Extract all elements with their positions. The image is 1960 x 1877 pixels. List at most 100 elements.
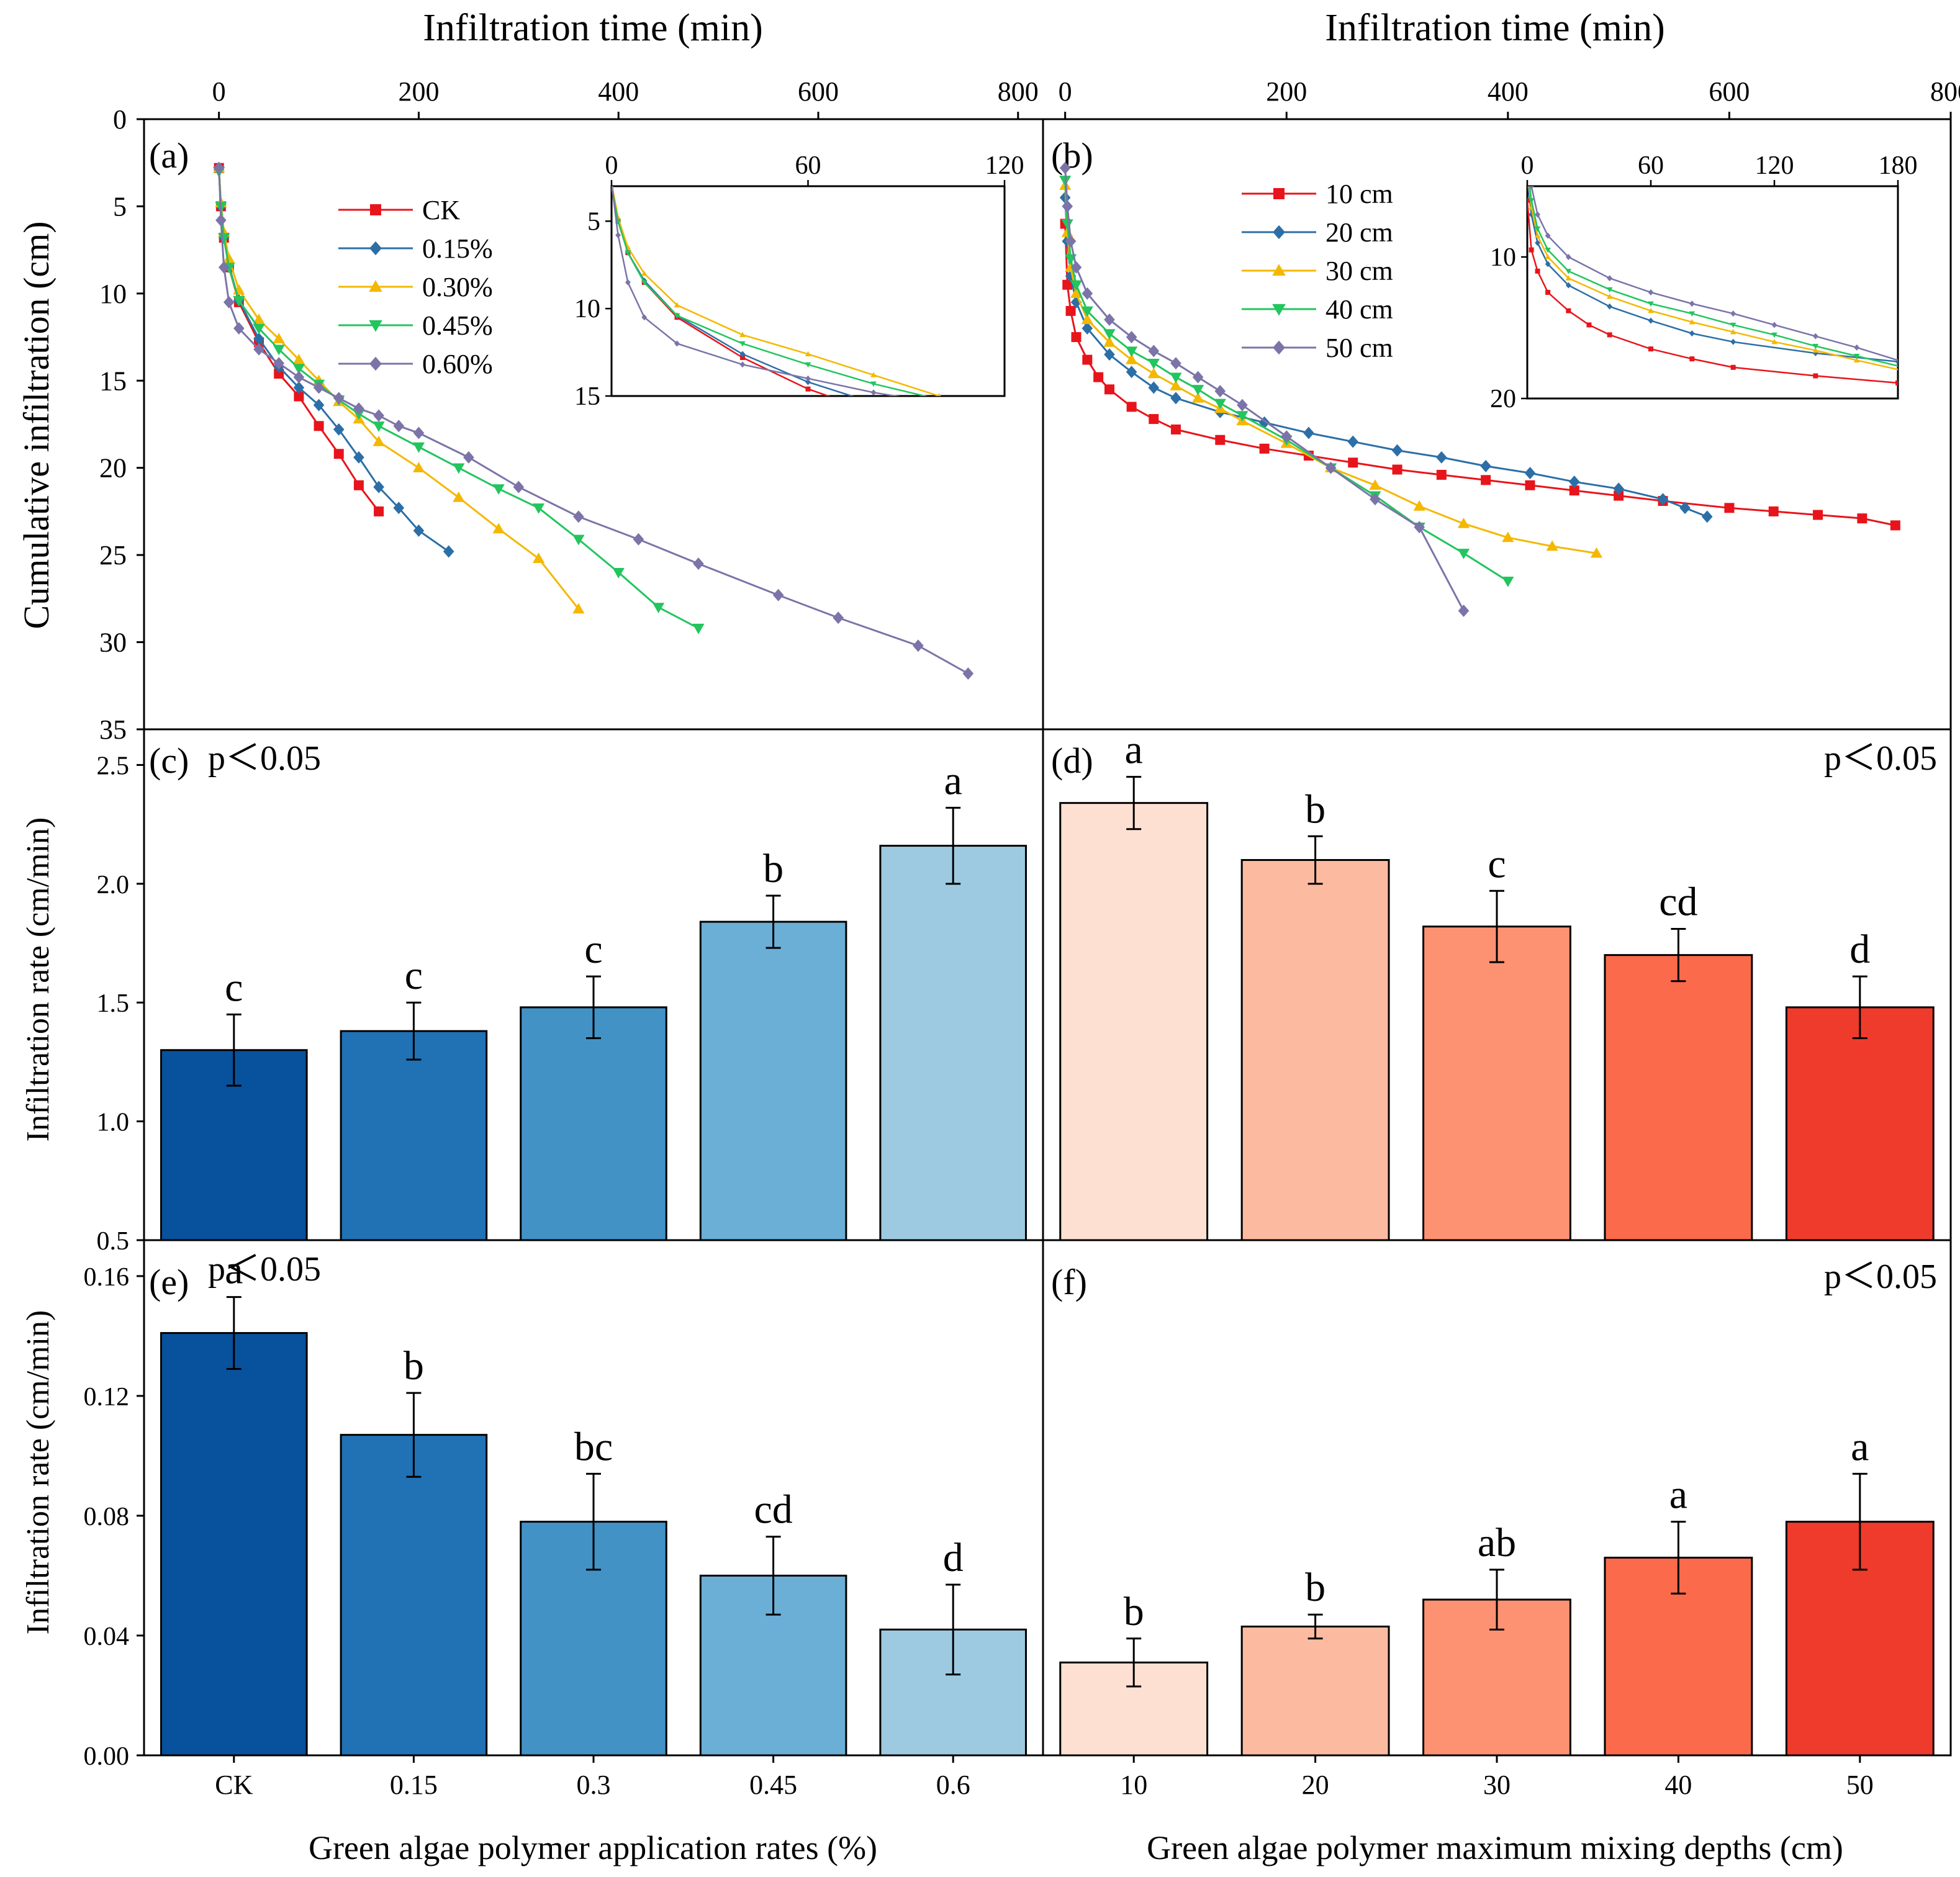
series-point-b <box>1082 354 1093 365</box>
series-point-a <box>213 161 225 174</box>
series-point-a <box>443 545 454 558</box>
series-point-a <box>962 667 974 680</box>
series-point-a <box>233 322 245 335</box>
panel-e: 0.00 0.04 0.08 0.12 0.16 a CK b 0.15 bc 0.3 cd 0.45 d… <box>84 1248 1027 1800</box>
inset-series-point-a <box>625 250 631 256</box>
sig-letter-f: a <box>1851 1424 1869 1469</box>
series-point-b <box>1149 414 1159 425</box>
inset-y-tick-label-b: 20 <box>1490 385 1516 413</box>
inset-series-point-a <box>1001 414 1008 419</box>
x-tick-label-f: 10 <box>1120 1770 1147 1800</box>
series-point-b <box>1458 605 1470 618</box>
series-point-b <box>1170 357 1181 370</box>
series-point-a <box>463 451 474 464</box>
series-point-b <box>1170 424 1181 434</box>
inset-series-point-a <box>1002 442 1008 448</box>
inset-series-point-b <box>1566 308 1571 313</box>
series-point-a <box>492 523 505 534</box>
series-point-b <box>1126 331 1137 344</box>
inset-series-point-a <box>1132 454 1139 459</box>
x-tick-label-f: 40 <box>1664 1770 1692 1800</box>
inset-series-point-b <box>1936 370 1942 376</box>
series-point-a <box>333 449 344 459</box>
inset-series-point-a <box>1362 564 1368 570</box>
inset-series-point-b <box>1853 354 1860 359</box>
panel-a: 0 200 400 600 80005101520253035CK0.15%0.30%0… <box>99 76 1925 745</box>
inset-x-tick-label-b: 120 <box>1755 151 1794 180</box>
inset-series-point-a <box>1787 553 1794 558</box>
series-point-a <box>274 369 284 379</box>
inset-series-line-b <box>1529 186 1898 367</box>
series-point-b <box>1546 540 1558 551</box>
y-tick-label-a: 15 <box>99 366 127 396</box>
series-point-b <box>1070 261 1082 274</box>
panel-label-c: (c) <box>149 740 189 781</box>
legend-marker-a <box>369 356 382 371</box>
x-tick-label-e: 0.15 <box>390 1770 438 1800</box>
inset-series-point-b <box>1812 347 1819 353</box>
series-point-a <box>373 480 384 493</box>
series-point-a <box>652 603 665 613</box>
y-tick-label-e: 0.12 <box>84 1383 130 1411</box>
inset-series-point-b <box>1689 311 1696 317</box>
series-point-b <box>1071 332 1082 343</box>
inset-series-line-b <box>1528 186 1898 371</box>
inset-series-point-a <box>1394 481 1401 486</box>
y-tick-label-a: 0 <box>113 104 127 135</box>
series-point-b <box>1126 366 1137 379</box>
series-point-b <box>1325 461 1337 474</box>
bar-d-10 <box>1059 802 1209 1241</box>
inset-series-point-b <box>1730 322 1736 328</box>
series-point-b <box>1192 385 1204 395</box>
bar-c-0.6 <box>879 845 1027 1241</box>
sig-text-d: p＜0.05 <box>1824 739 1937 778</box>
series-point-a <box>453 463 465 474</box>
series-point-b <box>1481 475 1491 485</box>
x-tick-label-a: 0 <box>212 76 226 107</box>
inset-series-point-a <box>1918 586 1925 591</box>
legend-label-b: 30 cm <box>1325 256 1393 286</box>
series-point-a <box>294 391 304 402</box>
inset-series-point-b <box>1689 356 1695 362</box>
panel-d: a b c cd d <box>1059 727 1935 1241</box>
series-line-a <box>218 168 449 552</box>
inset-series-point-a <box>739 341 746 347</box>
inset-series-point-a <box>805 362 811 368</box>
legend-label-a: 0.15% <box>422 233 493 264</box>
series-point-b <box>1214 385 1226 398</box>
series-point-a <box>273 344 285 356</box>
sig-letter-e: cd <box>754 1487 792 1533</box>
inset-series-point-b <box>1854 344 1860 351</box>
sig-letter-f: a <box>1669 1472 1687 1518</box>
y-tick-label-c: 1.0 <box>97 1109 130 1137</box>
sig-text-f: p＜0.05 <box>1824 1258 1937 1296</box>
inset-series-point-a <box>870 389 877 396</box>
inset-x-tick-label-a: 0 <box>605 151 618 180</box>
bar-e-CK <box>160 1332 308 1757</box>
inset-series-point-b <box>1606 287 1613 293</box>
series-point-a <box>223 295 235 308</box>
inset-series-point-a <box>1525 502 1532 507</box>
sig-letter-f: ab <box>1478 1520 1516 1565</box>
inset-series-point-a <box>1591 500 1597 506</box>
series-point-b <box>1281 430 1293 443</box>
inset-series-point-b <box>1812 344 1819 349</box>
series-point-a <box>313 398 325 412</box>
panel-label-f: (f) <box>1051 1262 1087 1302</box>
inset-series-point-a <box>674 313 680 319</box>
series-point-b <box>1170 392 1181 405</box>
inset-series-point-b <box>1648 317 1654 324</box>
inset-series-point-a <box>1068 498 1073 503</box>
inset-series-point-a <box>870 372 877 377</box>
inset-series-point-b <box>1689 330 1695 337</box>
inset-series-point-a <box>936 400 942 406</box>
series-point-b <box>1192 392 1204 403</box>
sig-letter-e: bc <box>574 1424 613 1469</box>
inset-series-line-a <box>612 186 942 396</box>
inset-frame-a <box>610 185 1006 397</box>
series-point-b <box>1237 398 1248 412</box>
inset-series-point-a <box>936 417 942 423</box>
series-point-a <box>612 568 625 578</box>
series-point-a <box>253 313 265 325</box>
y-tick-label-e: 0.08 <box>84 1503 130 1531</box>
